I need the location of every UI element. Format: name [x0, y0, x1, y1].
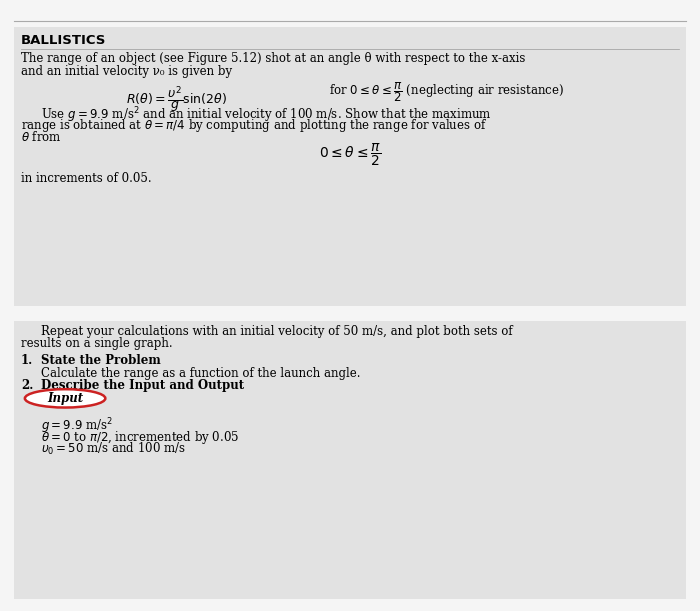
Text: and an initial velocity ν₀ is given by: and an initial velocity ν₀ is given by — [21, 65, 232, 78]
FancyBboxPatch shape — [14, 321, 686, 599]
Text: $R(\theta) = \dfrac{\upsilon^2}{g}\sin(2\theta)$: $R(\theta) = \dfrac{\upsilon^2}{g}\sin(2… — [126, 84, 227, 115]
Text: $g = 9.9$ m/s$^2$: $g = 9.9$ m/s$^2$ — [41, 417, 113, 436]
Text: $\theta = 0$ to $\pi/2$, incremented by 0.05: $\theta = 0$ to $\pi/2$, incremented by … — [41, 429, 239, 446]
Text: 1.: 1. — [21, 354, 34, 367]
Ellipse shape — [25, 389, 105, 408]
Text: BALLISTICS: BALLISTICS — [21, 34, 106, 46]
Text: Use $g = 9.9$ m/s$^2$ and an initial velocity of 100 m/s. Show that the maximum: Use $g = 9.9$ m/s$^2$ and an initial vel… — [41, 105, 491, 125]
Text: State the Problem: State the Problem — [41, 354, 160, 367]
Text: 2.: 2. — [21, 379, 34, 392]
Text: in increments of 0.05.: in increments of 0.05. — [21, 172, 152, 185]
Text: results on a single graph.: results on a single graph. — [21, 337, 173, 350]
Text: range is obtained at $\theta = \pi/4$ by computing and plotting the range for va: range is obtained at $\theta = \pi/4$ by… — [21, 117, 487, 134]
Text: Calculate the range as a function of the launch angle.: Calculate the range as a function of the… — [41, 367, 360, 379]
FancyBboxPatch shape — [14, 27, 686, 306]
Text: $\theta$ from: $\theta$ from — [21, 130, 62, 144]
Text: The range of an object (see Figure 5.12) shot at an angle θ with respect to the : The range of an object (see Figure 5.12)… — [21, 52, 526, 65]
Text: Describe the Input and Output: Describe the Input and Output — [41, 379, 244, 392]
Text: Repeat your calculations with an initial velocity of 50 m/s, and plot both sets : Repeat your calculations with an initial… — [41, 325, 512, 338]
Text: $0 \leq \theta \leq \dfrac{\pi}{2}$: $0 \leq \theta \leq \dfrac{\pi}{2}$ — [319, 142, 381, 168]
Text: for $0 \leq \theta \leq \dfrac{\pi}{2}$ (neglecting air resistance): for $0 \leq \theta \leq \dfrac{\pi}{2}$ … — [329, 81, 564, 104]
Text: $\upsilon_0 = 50$ m/s and 100 m/s: $\upsilon_0 = 50$ m/s and 100 m/s — [41, 441, 186, 457]
Text: Input: Input — [47, 392, 83, 405]
